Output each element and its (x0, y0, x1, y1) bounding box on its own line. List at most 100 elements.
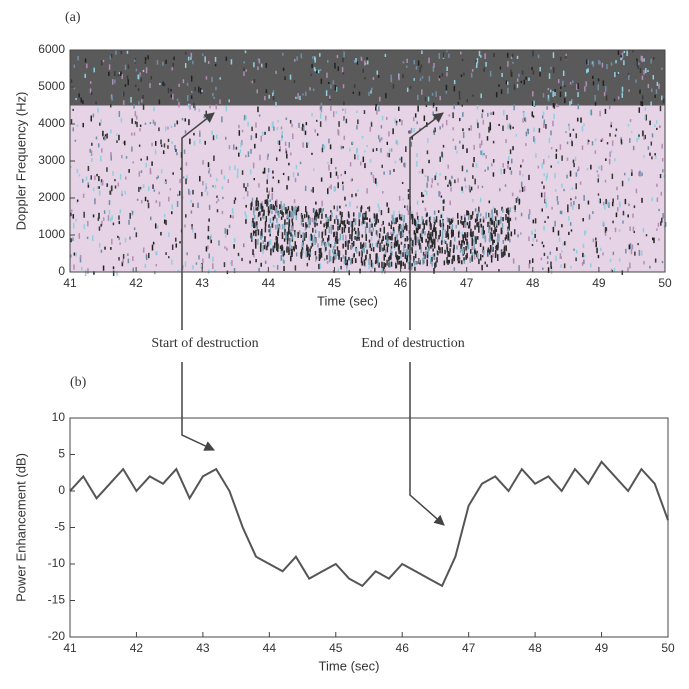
speckle (428, 159, 430, 164)
speckle (358, 231, 360, 236)
speckle (396, 233, 398, 241)
speckle (542, 159, 545, 165)
speckle (373, 216, 376, 222)
speckle (259, 154, 261, 161)
speckle (430, 232, 432, 239)
speckle (92, 214, 95, 218)
speckle (342, 108, 344, 111)
speckle (149, 216, 152, 221)
speckle (119, 242, 121, 245)
speckle (109, 190, 111, 195)
speckle (528, 259, 531, 264)
speckle (505, 139, 507, 144)
speckle (411, 210, 413, 214)
speckle (384, 235, 387, 240)
speckle (564, 91, 567, 97)
speckle (451, 225, 454, 232)
speckle (465, 245, 467, 251)
speckle (559, 210, 562, 215)
speckle (175, 243, 178, 248)
speckle (448, 259, 450, 264)
speckle (305, 206, 307, 213)
speckle (559, 144, 562, 150)
speckle (516, 55, 519, 59)
speckle (489, 233, 491, 241)
speckle (172, 62, 174, 67)
speckle (421, 221, 423, 226)
speckle (309, 235, 312, 241)
speckle (267, 206, 270, 212)
speckle (472, 239, 475, 244)
speckle (510, 231, 513, 237)
speckle (507, 231, 509, 239)
speckle (85, 176, 88, 181)
speckle (507, 87, 509, 94)
speckle (314, 129, 316, 133)
speckle (341, 67, 344, 73)
speckle (100, 119, 102, 124)
speckle (425, 238, 427, 243)
speckle (320, 247, 322, 253)
speckle (369, 126, 372, 132)
speckle (436, 257, 438, 263)
speckle (171, 244, 174, 250)
speckle (642, 227, 645, 233)
speckle (271, 193, 274, 199)
speckle (192, 60, 194, 65)
speckle (492, 246, 494, 252)
speckle (215, 201, 218, 204)
speckle (342, 146, 344, 149)
speckle (508, 224, 510, 231)
speckle (639, 89, 641, 94)
speckle (488, 126, 490, 133)
speckle (154, 271, 156, 275)
speckle (577, 83, 579, 89)
speckle (298, 230, 301, 235)
speckle (226, 229, 229, 235)
speckle (513, 229, 516, 235)
speckle (508, 123, 511, 129)
speckle (609, 237, 612, 240)
speckle (481, 255, 484, 258)
speckle (408, 250, 410, 257)
speckle (171, 67, 173, 71)
speckle (363, 259, 366, 266)
speckle (190, 95, 193, 99)
speckle (186, 82, 189, 86)
speckle (101, 220, 103, 226)
speckle (73, 87, 76, 90)
speckle (201, 53, 204, 56)
speckle (73, 64, 76, 68)
speckle (440, 195, 443, 198)
speckle (569, 133, 572, 137)
speckle (296, 207, 299, 212)
speckle (135, 68, 138, 72)
speckle (432, 111, 434, 116)
speckle (522, 159, 524, 163)
speckle (90, 150, 93, 157)
speckle (618, 201, 621, 206)
speckle (287, 206, 290, 211)
speckle (294, 241, 297, 248)
speckle (284, 228, 286, 236)
speckle (586, 69, 588, 74)
speckle (155, 251, 157, 256)
speckle (420, 64, 423, 68)
speckle (533, 127, 535, 132)
speckle (262, 248, 264, 255)
speckle (139, 124, 142, 127)
speckle (154, 149, 157, 155)
speckle (250, 148, 252, 154)
speckle (379, 247, 381, 253)
speckle (314, 222, 316, 228)
speckle (500, 89, 503, 94)
speckle (439, 126, 441, 130)
speckle (542, 244, 545, 248)
speckle (505, 80, 508, 85)
speckle (438, 75, 441, 79)
speckle (614, 158, 616, 162)
speckle (214, 269, 216, 273)
speckle (245, 214, 248, 220)
speckle (432, 66, 435, 72)
speckle (450, 187, 452, 192)
